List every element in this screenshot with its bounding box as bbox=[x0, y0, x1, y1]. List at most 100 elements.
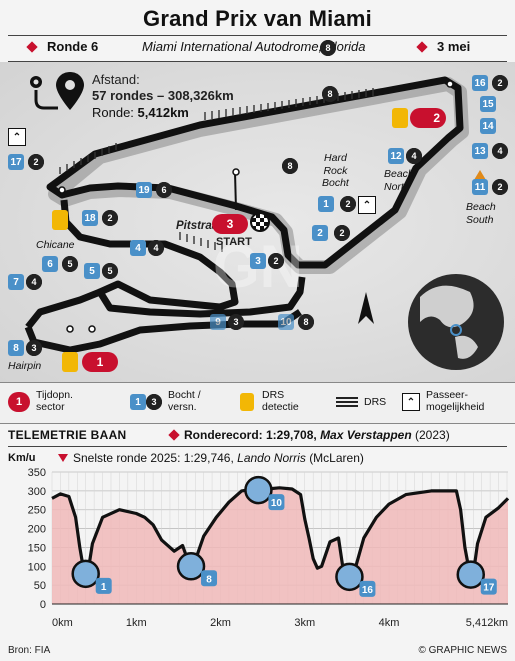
pit-entry-marker bbox=[232, 168, 240, 176]
track-hairpin-section bbox=[24, 288, 302, 354]
sector-3-number: 3 bbox=[226, 217, 234, 231]
gear-icon: 8 bbox=[298, 314, 314, 330]
corner-chip: 3 bbox=[250, 253, 266, 269]
beach-south-label: Beach South bbox=[466, 201, 496, 226]
lap-label: Ronde: bbox=[92, 105, 134, 120]
telemetry-heading: TELEMETRIE BAAN bbox=[8, 428, 127, 442]
legend-corner-chip: 1 bbox=[130, 394, 146, 410]
gear-icon: 8 bbox=[282, 158, 298, 174]
corner-chip: 8 bbox=[8, 340, 24, 356]
legend-bar: 1 Tijdopn. sector 1 3 Bocht / versn. DRS… bbox=[0, 382, 515, 424]
gear-icon: 2 bbox=[340, 196, 356, 212]
gear-icon: 6 bbox=[156, 182, 172, 198]
corner-marker-chip bbox=[95, 577, 112, 594]
unit-label: Km/u bbox=[8, 452, 36, 464]
x-tick-label: 1km bbox=[126, 617, 147, 629]
distance-value: 57 rondes – 308,326km bbox=[92, 88, 234, 103]
telemetry-chart: 0 50 100 150 200 250 300 350 0km 1km 2km 3km 4km 5,41… bbox=[28, 467, 510, 629]
legend-sector-text: Tijdopn. sector bbox=[36, 389, 73, 413]
source-label: Bron: FIA bbox=[8, 645, 51, 656]
sector-2-badge: 2 bbox=[410, 108, 446, 128]
corner-marker-label: 1 bbox=[101, 582, 107, 593]
gear-icon: 5 bbox=[102, 263, 118, 279]
header-strip: Ronde 6 Miami International Autodrome, F… bbox=[0, 35, 515, 61]
gear-icon: 2 bbox=[492, 179, 508, 195]
record-driver: Max Verstappen bbox=[320, 428, 412, 442]
drs-detection-icon bbox=[52, 210, 68, 230]
chicane-marker bbox=[58, 186, 66, 194]
legend-drs-zone-icon bbox=[336, 397, 358, 407]
x-tick-label: 5,412km bbox=[466, 617, 508, 629]
corner-chip: 1 bbox=[318, 196, 334, 212]
corner-marker-label: 17 bbox=[483, 583, 495, 594]
sector-2-number: 2 bbox=[433, 111, 440, 125]
y-tick-label: 300 bbox=[28, 486, 46, 498]
drs-detection-icon bbox=[392, 108, 408, 128]
corner-chip: 12 bbox=[388, 148, 404, 164]
gear-icon: 4 bbox=[492, 143, 508, 159]
warning-triangle-icon bbox=[474, 170, 486, 180]
diamond-icon bbox=[26, 40, 38, 53]
y-tick-label: 50 bbox=[34, 580, 46, 592]
pitstraat-label: Pitstraat bbox=[176, 220, 223, 232]
sector-1-number: 1 bbox=[96, 355, 104, 369]
hard-rock-label: Hard Rock Bocht bbox=[322, 152, 349, 190]
gear-icon: 2 bbox=[268, 253, 284, 269]
x-tick-label: 2km bbox=[210, 617, 231, 629]
distance-label: Afstand: bbox=[92, 72, 140, 87]
beach-south-line1: Beach bbox=[466, 201, 496, 213]
gear-icon: 8 bbox=[320, 40, 336, 56]
hard-rock-line1: Hard bbox=[324, 152, 347, 164]
corner-chip: 15 bbox=[480, 96, 496, 112]
credit-label: © GRAPHIC NEWS bbox=[418, 645, 508, 656]
corner-chip: 9 bbox=[210, 314, 226, 330]
legend-drs-text: DRS bbox=[364, 396, 387, 408]
round-item: Ronde 6 bbox=[26, 39, 99, 54]
gear-icon: 2 bbox=[334, 225, 350, 241]
globe-icon bbox=[408, 274, 504, 370]
date-label: 3 mei bbox=[437, 39, 471, 54]
start-label: START bbox=[216, 236, 252, 248]
gear-icon: 4 bbox=[26, 274, 42, 290]
beach-north-line1: Beach bbox=[384, 168, 414, 180]
gear-icon: 3 bbox=[228, 314, 244, 330]
fastest-label: Snelste ronde 2025: 1:29,746, bbox=[73, 451, 234, 465]
legend-sector-icon: 1 bbox=[8, 392, 30, 412]
diamond-icon bbox=[416, 40, 428, 53]
round-label: Ronde 6 bbox=[47, 39, 99, 54]
legend-dds-line2: detectie bbox=[262, 401, 299, 413]
pit-lane bbox=[234, 171, 237, 211]
hard-rock-line3: Bocht bbox=[322, 177, 349, 189]
chicane-label: Chicane bbox=[36, 239, 75, 251]
corner-chip: 4 bbox=[130, 240, 146, 256]
corner-chip: 11 bbox=[472, 179, 488, 195]
record-year: (2023) bbox=[415, 428, 450, 442]
corner-marker-chip bbox=[201, 570, 218, 587]
corner-marker-label: 10 bbox=[271, 498, 283, 509]
header-top-rule bbox=[8, 35, 507, 36]
drs-stripes bbox=[59, 88, 374, 252]
diamond-icon bbox=[168, 429, 180, 441]
legend-overtake-icon: ⌃ bbox=[402, 393, 420, 411]
corner-chip: 16 bbox=[472, 75, 488, 91]
gear-icon: 3 bbox=[26, 340, 42, 356]
hairpin-label: Hairpin bbox=[8, 360, 42, 372]
corner-marker-circle bbox=[456, 560, 486, 589]
y-tick-label: 0 bbox=[40, 599, 46, 611]
venue-label: Miami International Autodrome, Florida bbox=[142, 39, 366, 54]
legend-dds-line1: DRS bbox=[262, 389, 285, 401]
speed-area bbox=[52, 487, 508, 604]
corner-chip: 6 bbox=[42, 256, 58, 272]
corner-marker-circle bbox=[244, 475, 273, 505]
x-tick-label: 3km bbox=[294, 617, 315, 629]
legend-drs-detection-icon bbox=[240, 393, 254, 411]
drs-detection-icon bbox=[62, 352, 78, 372]
track-line bbox=[46, 76, 464, 269]
corner-marker-circle bbox=[176, 552, 206, 581]
lap-length: Ronde: 5,412km bbox=[92, 105, 189, 120]
corner-chip: 10 bbox=[278, 314, 294, 330]
sector1-marker-a bbox=[66, 325, 74, 333]
gear-icon: 4 bbox=[406, 148, 422, 164]
beach-north-label: Beach North bbox=[384, 168, 414, 193]
